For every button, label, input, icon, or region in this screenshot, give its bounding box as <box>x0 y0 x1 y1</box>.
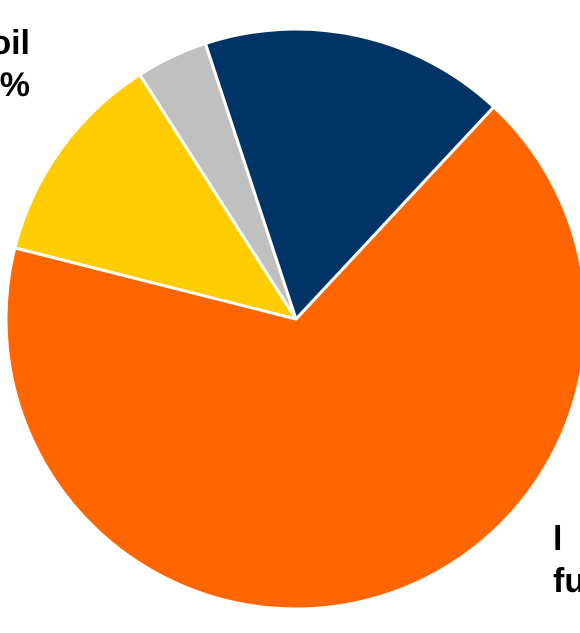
slice-label-biofuel-line1: l <box>553 520 563 558</box>
slice-label-oil: oil % <box>0 22 30 106</box>
pie-slice-fu <box>203 27 496 321</box>
slice-label-biofuel: l fu <box>553 518 580 602</box>
pie-slice-slice-2 <box>13 73 298 321</box>
pie-slice-oil <box>4 105 580 611</box>
slice-label-biofuel-line2: fu <box>553 562 580 600</box>
slice-label-oil-name: oil <box>0 24 30 62</box>
slice-label-oil-percent: % <box>0 66 30 104</box>
